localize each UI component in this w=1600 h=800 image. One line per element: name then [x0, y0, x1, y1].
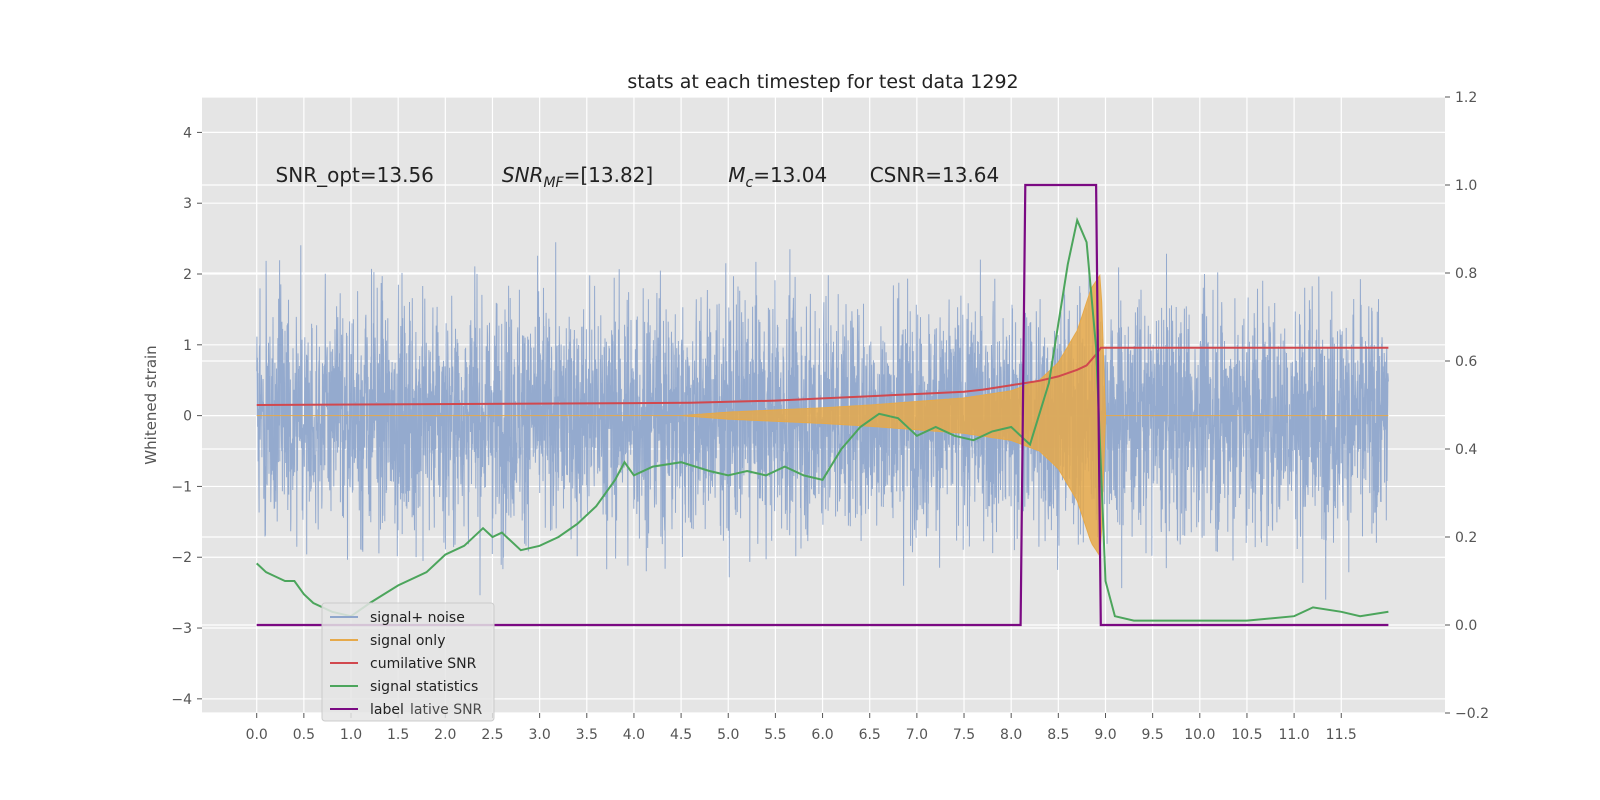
x-tick-label: 4.5 — [670, 727, 692, 743]
legend-entry: signal+ noise — [370, 610, 465, 626]
x-tick-label: 6.5 — [859, 727, 881, 743]
x-tick-label: 7.0 — [906, 727, 928, 743]
x-tick-label: 3.0 — [528, 727, 550, 743]
x-tick-label: 11.5 — [1326, 727, 1357, 743]
x-tick-label: 2.0 — [434, 727, 456, 743]
y2-tick-label: 0.2 — [1455, 530, 1477, 546]
y-tick-label: −4 — [171, 692, 192, 708]
annotation-csnr: CSNR=13.64 — [870, 163, 1000, 187]
annotation-value: =13.04 — [753, 163, 827, 187]
chart-title: stats at each timestep for test data 129… — [627, 71, 1018, 93]
annotation-snr-mf: SNRMF=[13.82] — [502, 163, 653, 191]
x-tick-label: 10.5 — [1231, 727, 1262, 743]
y-tick-label: −3 — [171, 621, 192, 637]
y2-tick-label: 1.2 — [1455, 90, 1477, 106]
x-tick-label: 9.0 — [1094, 727, 1116, 743]
annotation-symbol: SNR — [502, 163, 544, 187]
y2-tick-label: 0.8 — [1455, 266, 1477, 282]
annotation-mc: Mc=13.04 — [728, 163, 827, 191]
x-tick-label: 11.0 — [1279, 727, 1310, 743]
x-tick-label: 6.0 — [811, 727, 833, 743]
x-tick-label: 3.5 — [576, 727, 598, 743]
x-tick-label: 4.0 — [623, 727, 645, 743]
x-tick-label: 0.5 — [293, 727, 315, 743]
y2-tick-label: 0.4 — [1455, 442, 1477, 458]
y-tick-label: −1 — [171, 479, 192, 495]
x-tick-label: 7.5 — [953, 727, 975, 743]
series-label — [256, 183, 1389, 627]
legend-entry: label — [370, 702, 404, 718]
plot-series — [256, 183, 1389, 627]
y-tick-label: 0 — [183, 409, 192, 425]
y2-tick-label: 1.0 — [1455, 178, 1477, 194]
x-tick-label: 8.0 — [1000, 727, 1022, 743]
annotation-value: =[13.82] — [564, 163, 654, 187]
series-signal-only — [256, 273, 1389, 558]
y-tick-label: 3 — [183, 196, 192, 212]
x-tick-label: 0.0 — [246, 727, 268, 743]
legend-box — [321, 602, 495, 722]
legend-entry: signal only — [370, 633, 445, 649]
y-tick-label: −2 — [171, 550, 192, 566]
y2-tick-label: 0.0 — [1455, 618, 1477, 634]
y2-tick-label: −0.2 — [1455, 706, 1489, 722]
legend: lative SNR signal+ noise signal only cumila… — [321, 602, 495, 722]
x-tick-label: 1.0 — [340, 727, 362, 743]
y-tick-label: 1 — [183, 338, 192, 354]
x-tick-label: 10.0 — [1184, 727, 1215, 743]
x-tick-label: 1.5 — [387, 727, 409, 743]
annotation-subscript: c — [746, 175, 754, 191]
series-signal-statistics — [256, 216, 1389, 622]
x-tick-label: 2.5 — [481, 727, 503, 743]
annotations: SNR_opt=13.56 SNRMF=[13.82] Mc=13.04 CSNR=1… — [276, 163, 1000, 191]
y-tick-label: 2 — [183, 267, 192, 283]
x-tick-label: 5.5 — [764, 727, 786, 743]
x-tick-label: 8.5 — [1047, 727, 1069, 743]
annotation-snr-opt: SNR_opt=13.56 — [276, 163, 434, 187]
series-signal-noise — [256, 242, 1389, 600]
legend-ghost-text: lative SNR — [410, 702, 483, 718]
y2-tick-label: 0.6 — [1455, 354, 1477, 370]
x-tick-label: 9.5 — [1142, 727, 1164, 743]
annotation-symbol: M — [728, 163, 745, 187]
series-cumulative-snr — [256, 346, 1389, 406]
axes: 0.0 0.5 1.0 1.5 2.0 2.5 3.0 3.5 4.0 4.5 5.0 5.5 6.0 6… — [171, 90, 1489, 743]
x-tick-label: 5.0 — [717, 727, 739, 743]
y-tick-label: 4 — [183, 125, 192, 141]
y-axis-label: Whitened strain — [142, 345, 160, 464]
legend-entry: cumilative SNR — [370, 656, 477, 672]
annotation-subscript: MF — [543, 175, 564, 191]
legend-entry: signal statistics — [370, 679, 478, 695]
